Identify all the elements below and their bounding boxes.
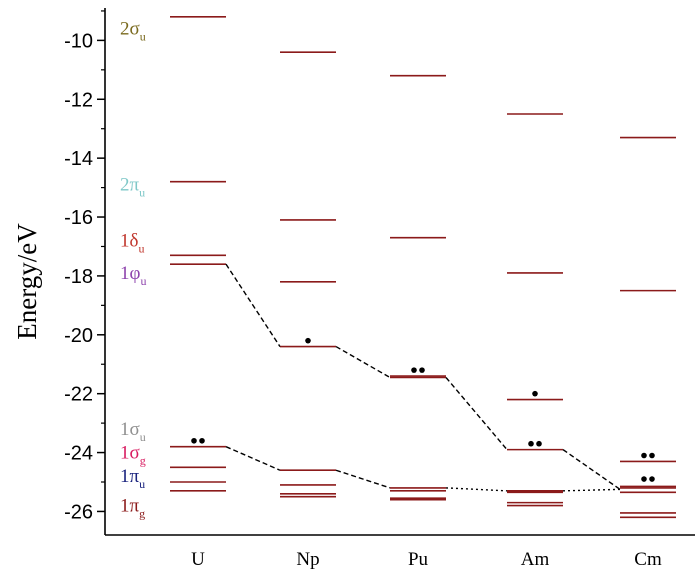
electron-dot bbox=[191, 437, 197, 444]
correlation-line-segment bbox=[225, 263, 281, 347]
orbital-label: 1δu bbox=[120, 231, 144, 256]
correlation-line-segment bbox=[562, 449, 621, 490]
x-category-label: Pu bbox=[408, 549, 429, 570]
x-category-label: U bbox=[191, 549, 205, 570]
y-tick-label: -20 bbox=[64, 325, 93, 347]
x-axis-categories: U Np Pu Am Cm bbox=[191, 549, 662, 570]
x-category-label: Np bbox=[296, 549, 319, 570]
y-tick-label: -12 bbox=[64, 89, 93, 111]
x-category-label: Cm bbox=[634, 549, 662, 570]
orbital-label: 2πu bbox=[120, 175, 145, 200]
correlation-line-segment bbox=[335, 345, 391, 379]
electron-dot bbox=[411, 367, 417, 373]
y-tick-label: -18 bbox=[64, 266, 93, 288]
correlation-line-segment bbox=[445, 377, 508, 451]
y-axis-ticks: -10 -12 -14 -16 -18 -20 -22 -24 -26 bbox=[64, 10, 105, 523]
electron-dot bbox=[528, 440, 534, 447]
electron-dot bbox=[305, 337, 311, 344]
orbital-label: 1φu bbox=[120, 263, 146, 288]
correlation-line-segment bbox=[445, 487, 508, 492]
electron-dot bbox=[649, 476, 655, 482]
y-tick-label: -14 bbox=[64, 148, 93, 170]
electron-dot bbox=[419, 367, 425, 373]
y-axis-label: Energy/eV bbox=[12, 223, 42, 340]
electron-dot bbox=[532, 390, 538, 397]
energy-levels bbox=[170, 16, 676, 519]
y-tick-label: -16 bbox=[64, 207, 93, 229]
correlation-line-segment bbox=[335, 469, 391, 489]
electron-dot bbox=[649, 452, 655, 459]
axes bbox=[104, 8, 695, 536]
y-tick-label: -22 bbox=[64, 384, 93, 406]
orbital-label: 2σu bbox=[120, 19, 146, 44]
y-tick-label: -10 bbox=[64, 30, 93, 52]
y-tick-label: -26 bbox=[64, 501, 93, 523]
electron-dot bbox=[641, 476, 647, 482]
electron-dots bbox=[191, 337, 655, 482]
orbital-label: 1σu bbox=[120, 419, 146, 444]
electron-dot bbox=[536, 440, 542, 447]
electron-dot bbox=[199, 437, 205, 444]
correlation-lines bbox=[225, 263, 621, 492]
correlation-line-segment bbox=[562, 488, 621, 492]
y-tick-label: -24 bbox=[64, 443, 93, 465]
x-category-label: Am bbox=[521, 549, 550, 570]
correlation-line-segment bbox=[225, 446, 281, 471]
electron-dot bbox=[641, 452, 647, 459]
orbital-label: 1πg bbox=[120, 496, 145, 521]
orbital-label: 1πu bbox=[120, 466, 145, 491]
orbital-label: 1σg bbox=[120, 443, 146, 468]
